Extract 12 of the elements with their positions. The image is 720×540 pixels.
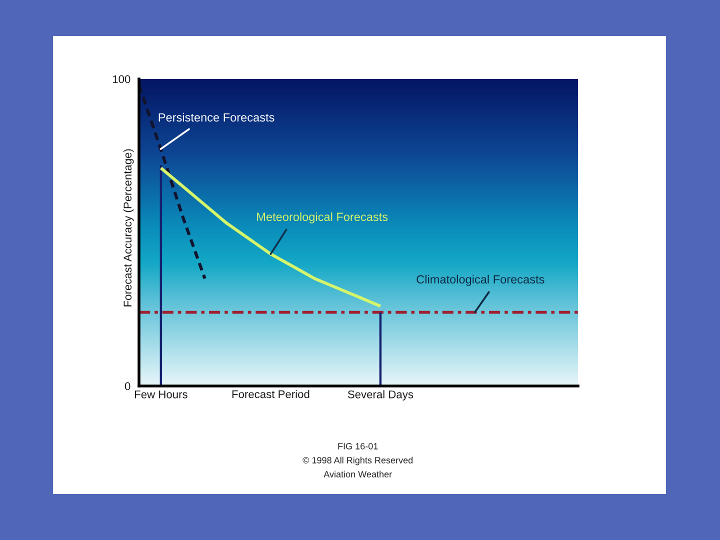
- ref-line-label: Climatological Forecasts: [416, 274, 544, 286]
- text: © 1998 All Rights Reserved: [302, 456, 413, 466]
- text: Aviation Weather: [324, 470, 392, 478]
- x-tick-label: Few Hours: [135, 390, 188, 398]
- caption: FIG 16-01: [338, 443, 378, 450]
- x-tick-label: Several Days: [348, 390, 414, 401]
- y-tick-label: 0: [124, 382, 130, 390]
- series-label: Meteorological Forecasts: [257, 212, 388, 224]
- series-label: Persistence Forecasts: [158, 112, 274, 122]
- x-axis-title: Forecast Period: [232, 390, 310, 398]
- y-tick-label: 100: [112, 75, 130, 84]
- y-axis-title: Forecast Accuracy (Percentage): [123, 149, 134, 306]
